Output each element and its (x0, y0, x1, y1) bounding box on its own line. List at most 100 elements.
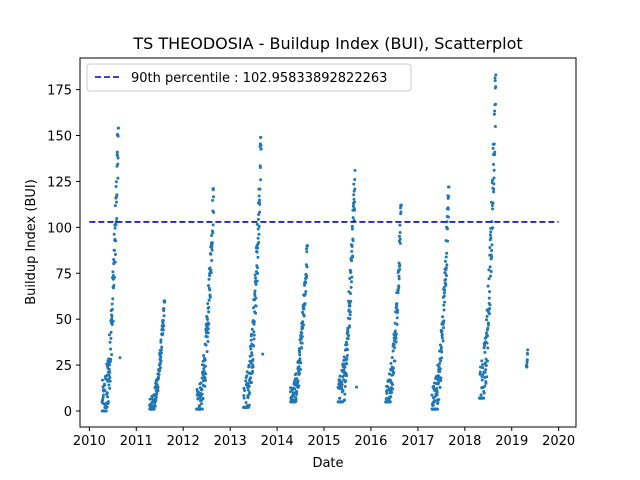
scatter-point (114, 239, 118, 243)
scatter-point (348, 291, 352, 295)
scatter-point (348, 317, 352, 321)
legend-label: 90th percentile : 102.95833892822263 (131, 71, 387, 86)
scatter-point (101, 393, 105, 397)
scatter-point (355, 385, 359, 389)
scatter-point (350, 275, 354, 279)
scatter-point (395, 304, 399, 308)
scatter-point (252, 344, 256, 348)
scatter-point (398, 206, 402, 210)
scatter-point (208, 266, 212, 270)
scatter-point (394, 337, 398, 341)
scatter-point (210, 234, 214, 238)
scatter-point (163, 299, 167, 303)
scatter-point (196, 390, 200, 394)
scatter-point (480, 359, 484, 363)
scatter-point (255, 250, 259, 254)
scatter-point (393, 359, 397, 363)
scatter-point (200, 392, 204, 396)
x-tick-label: 2011 (120, 434, 153, 449)
scatter-point (249, 347, 253, 351)
scatter-point (443, 271, 447, 275)
scatter-point (257, 240, 261, 244)
scatter-point (305, 244, 309, 248)
scatter-point (443, 300, 447, 304)
scatter-point (162, 324, 166, 328)
scatter-point (490, 203, 494, 207)
scatter-point (341, 388, 345, 392)
scatter-point (246, 396, 250, 400)
scatter-point (256, 236, 260, 240)
scatter-point (350, 259, 354, 263)
scatter-point (482, 391, 486, 395)
scatter-point (197, 404, 201, 408)
scatter-point (490, 243, 494, 247)
scatter-point (115, 193, 119, 197)
scatter-point (395, 311, 399, 315)
scatter-point (438, 370, 442, 374)
scatter-point (206, 331, 210, 335)
scatter-point (435, 393, 439, 397)
scatter-point (494, 85, 498, 89)
scatter-point (525, 358, 529, 362)
scatter-point (485, 375, 489, 379)
scatter-point (493, 79, 497, 83)
scatter-point (395, 302, 399, 306)
scatter-point (116, 134, 120, 138)
scatter-point (345, 362, 349, 366)
scatter-point (205, 318, 209, 322)
scatter-point (114, 223, 118, 227)
scatter-point (295, 390, 299, 394)
scatter-point (304, 281, 308, 285)
scatter-point (440, 350, 444, 354)
scatter-point (107, 373, 111, 377)
scatter-point (352, 208, 356, 212)
scatter-point (438, 367, 442, 371)
scatter-point (482, 396, 486, 400)
scatter-point (105, 391, 109, 395)
scatter-point (438, 361, 442, 365)
scatter-point (148, 397, 152, 401)
scatter-point (159, 359, 163, 363)
scatter-point (399, 203, 403, 207)
scatter-point (350, 224, 354, 228)
scatter-point (439, 379, 443, 383)
scatter-point (249, 376, 253, 380)
scatter-point (347, 333, 351, 337)
scatter-point (247, 363, 251, 367)
x-tick-label: 2015 (307, 434, 340, 449)
scatter-point (442, 294, 446, 298)
scatter-point (202, 367, 206, 371)
scatter-point (154, 395, 158, 399)
scatter-point (250, 351, 254, 355)
scatter-point (396, 288, 400, 292)
scatter-point (162, 307, 166, 311)
scatter-point (479, 393, 483, 397)
scatter-point (442, 326, 446, 330)
scatter-point (445, 263, 449, 267)
scatter-point (492, 142, 496, 146)
scatter-point (103, 383, 107, 387)
scatter-point (107, 333, 111, 337)
scatter-point (490, 248, 494, 252)
scatter-point (489, 236, 493, 240)
scatter-point (338, 396, 342, 400)
scatter-point (116, 154, 120, 158)
scatter-point (200, 407, 204, 411)
scatter-point (115, 150, 119, 154)
y-tick-label: 75 (55, 267, 72, 282)
scatter-point (525, 365, 529, 369)
y-tick-label: 150 (47, 130, 72, 145)
scatter-point (351, 255, 355, 259)
scatter-point (242, 386, 246, 390)
scatter-point (441, 339, 445, 343)
scatter-point (346, 348, 350, 352)
scatter-point (353, 177, 357, 181)
scatter-point (255, 266, 259, 270)
scatter-point (258, 187, 262, 191)
scatter-point (436, 378, 440, 382)
scatter-point (196, 393, 200, 397)
scatter-point (161, 319, 165, 323)
scatter-point (485, 341, 489, 345)
scatter-point (252, 322, 256, 326)
x-axis-label: Date (312, 456, 343, 471)
